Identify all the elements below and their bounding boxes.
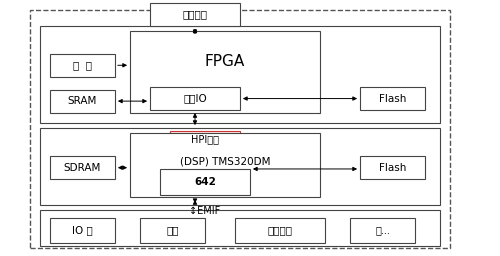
Bar (235, 218, 325, 243)
Text: 网  口: 网 口 (73, 60, 92, 70)
Bar (350, 218, 415, 243)
Text: (DSP) TMS320DM: (DSP) TMS320DM (180, 156, 270, 166)
Bar (130, 31, 320, 113)
Bar (50, 156, 115, 179)
Bar (40, 26, 440, 123)
Text: SRAM: SRAM (68, 96, 97, 106)
Bar (130, 133, 320, 197)
Text: 颁...: 颁... (375, 225, 390, 236)
Bar (150, 87, 240, 110)
Bar (360, 156, 425, 179)
Bar (50, 218, 115, 243)
Text: FPGA: FPGA (205, 54, 245, 69)
Text: Flash: Flash (379, 93, 406, 104)
Text: 外部IO: 外部IO (183, 93, 207, 104)
Bar (160, 169, 250, 195)
Bar (170, 131, 240, 148)
Text: 视频接口: 视频接口 (268, 225, 292, 236)
Text: IO 口: IO 口 (72, 225, 93, 236)
Text: 642: 642 (194, 177, 216, 187)
Bar (40, 210, 440, 246)
Text: 串口: 串口 (166, 225, 179, 236)
Text: SDRAM: SDRAM (64, 163, 101, 173)
Bar (40, 128, 440, 205)
Bar (140, 218, 205, 243)
Bar (150, 3, 240, 26)
Bar (50, 90, 115, 113)
Text: HPI接口: HPI接口 (191, 134, 219, 145)
Bar (50, 54, 115, 77)
Text: 外部网络: 外部网络 (182, 9, 208, 19)
Bar (360, 87, 425, 110)
Text: Flash: Flash (379, 163, 406, 173)
Bar (30, 10, 450, 248)
Text: ↕EMIF: ↕EMIF (190, 206, 220, 216)
